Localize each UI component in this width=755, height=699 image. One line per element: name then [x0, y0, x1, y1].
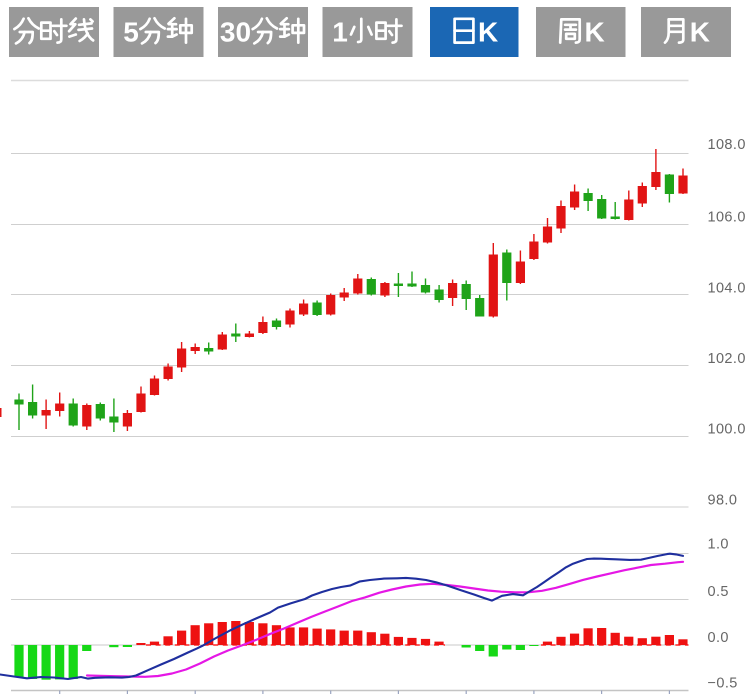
svg-text:102.0: 102.0 — [708, 351, 746, 367]
svg-text:5: 5 — [123, 17, 139, 48]
svg-text:30: 30 — [220, 17, 251, 48]
svg-text:K: K — [690, 17, 710, 48]
svg-text:K: K — [585, 17, 605, 48]
svg-text:100.0: 100.0 — [708, 422, 746, 438]
svg-text:K: K — [478, 17, 498, 48]
svg-text:0.0: 0.0 — [708, 630, 729, 646]
svg-text:108.0: 108.0 — [708, 137, 746, 153]
svg-text:106.0: 106.0 — [708, 209, 746, 225]
svg-text:0.5: 0.5 — [708, 584, 729, 600]
svg-text:1: 1 — [332, 17, 348, 48]
svg-text:−0.5: −0.5 — [708, 676, 738, 692]
svg-text:104.0: 104.0 — [708, 280, 746, 296]
svg-text:98.0: 98.0 — [708, 492, 738, 508]
svg-text:1.0: 1.0 — [708, 537, 729, 553]
